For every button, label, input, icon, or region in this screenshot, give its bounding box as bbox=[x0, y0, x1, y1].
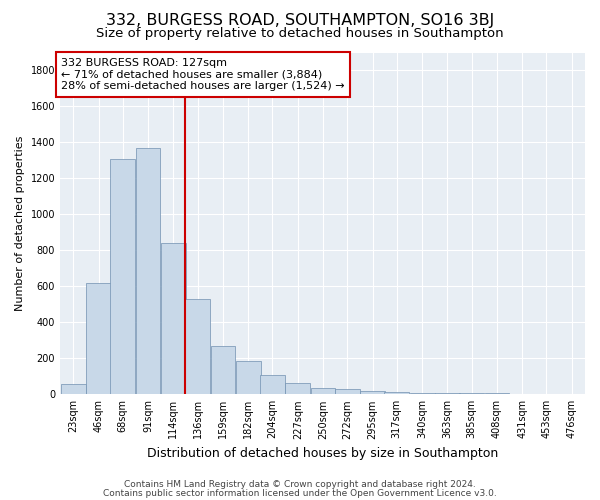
Bar bbox=[61, 384, 86, 394]
Text: 332, BURGESS ROAD, SOUTHAMPTON, SO16 3BJ: 332, BURGESS ROAD, SOUTHAMPTON, SO16 3BJ bbox=[106, 12, 494, 28]
Text: Contains HM Land Registry data © Crown copyright and database right 2024.: Contains HM Land Registry data © Crown c… bbox=[124, 480, 476, 489]
X-axis label: Distribution of detached houses by size in Southampton: Distribution of detached houses by size … bbox=[147, 447, 498, 460]
Bar bbox=[110, 158, 135, 394]
Bar bbox=[211, 346, 235, 395]
Text: 332 BURGESS ROAD: 127sqm
← 71% of detached houses are smaller (3,884)
28% of sem: 332 BURGESS ROAD: 127sqm ← 71% of detach… bbox=[61, 58, 345, 91]
Bar bbox=[260, 376, 285, 394]
Bar bbox=[136, 148, 160, 394]
Bar bbox=[335, 389, 359, 394]
Bar bbox=[236, 361, 260, 394]
Bar bbox=[286, 382, 310, 394]
Bar bbox=[360, 390, 385, 394]
Bar bbox=[161, 243, 186, 394]
Text: Size of property relative to detached houses in Southampton: Size of property relative to detached ho… bbox=[96, 28, 504, 40]
Bar bbox=[185, 299, 210, 394]
Bar bbox=[311, 388, 335, 394]
Bar bbox=[86, 283, 111, 395]
Text: Contains public sector information licensed under the Open Government Licence v3: Contains public sector information licen… bbox=[103, 488, 497, 498]
Bar bbox=[385, 392, 409, 394]
Y-axis label: Number of detached properties: Number of detached properties bbox=[15, 136, 25, 311]
Bar bbox=[410, 392, 434, 394]
